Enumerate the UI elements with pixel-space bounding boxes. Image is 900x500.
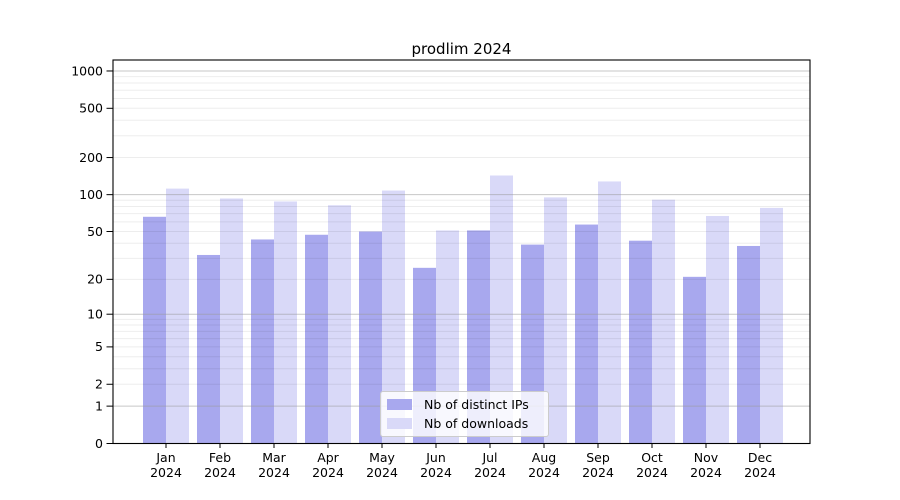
- x-tick-label-year: 2024: [204, 465, 236, 480]
- y-tick-label: 200: [79, 150, 103, 165]
- y-tick-label: 0: [95, 436, 103, 451]
- bar-downloads-nov: [706, 215, 729, 444]
- y-tick-label: 20: [87, 272, 103, 287]
- legend-label-downloads: Nb of downloads: [424, 416, 529, 431]
- y-tick-label: 100: [79, 187, 103, 202]
- x-tick-label-year: 2024: [420, 465, 452, 480]
- x-tick-label-year: 2024: [258, 465, 290, 480]
- x-tick-label-year: 2024: [636, 465, 668, 480]
- legend-label-distinct-ips: Nb of distinct IPs: [424, 397, 529, 412]
- bar-downloads-dec: [760, 207, 783, 444]
- plot-frame: [112, 59, 811, 445]
- x-tick-label-year: 2024: [474, 465, 506, 480]
- x-tick-label-month: Aug: [532, 450, 556, 465]
- bar-downloads-may: [382, 190, 405, 444]
- x-tick-label-month: Oct: [641, 450, 663, 465]
- x-tick-label-month: Jul: [481, 450, 497, 465]
- legend-swatch-distinct-ips: [387, 399, 412, 410]
- y-tick-label: 2: [95, 377, 103, 392]
- bar-downloads-jul: [490, 175, 513, 444]
- legend: Nb of distinct IPs Nb of downloads: [380, 391, 549, 437]
- bar-downloads-mar: [274, 201, 297, 444]
- x-tick-label-month: May: [369, 450, 395, 465]
- y-tick-label: 1000: [71, 63, 103, 78]
- y-tick-label: 500: [79, 101, 103, 116]
- legend-swatch-downloads: [387, 418, 412, 429]
- x-tick-label-month: Mar: [262, 450, 286, 465]
- bar-ips-mar: [251, 239, 274, 444]
- bar-ips-dec: [737, 245, 760, 444]
- bar-ips-apr: [305, 234, 328, 444]
- bar-downloads-jun: [436, 230, 459, 444]
- bar-ips-jan: [143, 216, 166, 444]
- x-tick-label-year: 2024: [366, 465, 398, 480]
- bar-ips-jul: [467, 230, 490, 444]
- x-tick-label-year: 2024: [690, 465, 722, 480]
- bar-downloads-oct: [652, 199, 675, 444]
- x-tick-label-month: Dec: [748, 450, 772, 465]
- x-tick-label-month: Apr: [317, 450, 339, 465]
- bar-downloads-jan: [166, 188, 189, 444]
- x-tick-label-month: Jun: [425, 450, 446, 465]
- bar-downloads-aug: [544, 197, 567, 444]
- x-tick-label-month: Jan: [155, 450, 175, 465]
- bar-ips-nov: [683, 276, 706, 444]
- x-tick-label-month: Feb: [209, 450, 231, 465]
- bar-downloads-apr: [328, 205, 351, 444]
- legend-item-distinct-ips: Nb of distinct IPs: [387, 396, 544, 414]
- legend-item-downloads: Nb of downloads: [387, 415, 544, 433]
- bar-ips-feb: [197, 254, 220, 444]
- bar-downloads-sep: [598, 181, 621, 444]
- bar-ips-sep: [575, 224, 598, 444]
- y-tick-label: 50: [87, 224, 103, 239]
- x-tick-label-month: Nov: [694, 450, 719, 465]
- bar-ips-may: [359, 231, 382, 444]
- x-tick-label-year: 2024: [582, 465, 614, 480]
- x-tick-label-year: 2024: [744, 465, 776, 480]
- chart-title: prodlim 2024: [411, 40, 512, 58]
- x-tick-label-year: 2024: [150, 465, 182, 480]
- x-tick-label-year: 2024: [312, 465, 344, 480]
- bar-ips-oct: [629, 240, 652, 444]
- x-tick-label-year: 2024: [528, 465, 560, 480]
- x-tick-label-month: Sep: [586, 450, 610, 465]
- y-tick-label: 5: [95, 339, 103, 354]
- y-tick-label: 10: [87, 307, 103, 322]
- y-tick-label: 1: [95, 398, 103, 413]
- bar-downloads-feb: [220, 198, 243, 444]
